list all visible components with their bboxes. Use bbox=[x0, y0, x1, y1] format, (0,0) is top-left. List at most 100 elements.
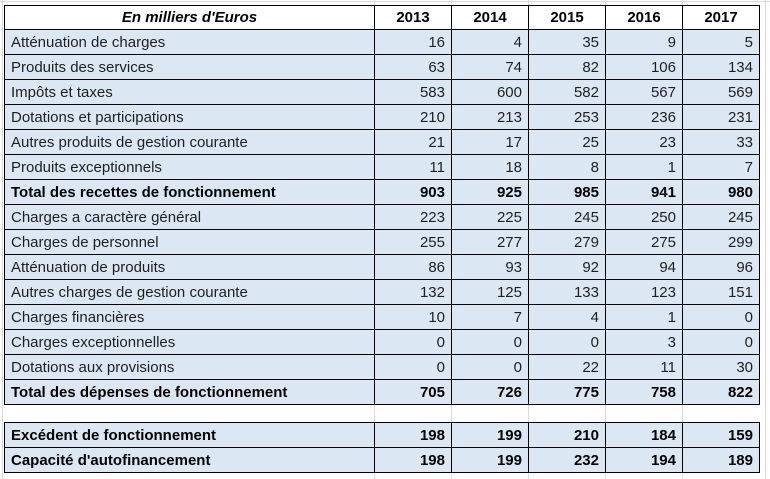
value-cell[interactable]: 132 bbox=[374, 279, 452, 305]
row-label-cell[interactable]: Autres produits de gestion courante bbox=[4, 129, 375, 155]
value-cell[interactable]: 184 bbox=[605, 422, 683, 448]
value-cell[interactable]: 198 bbox=[374, 447, 452, 473]
row-label-cell[interactable]: Atténuation de charges bbox=[4, 29, 375, 55]
value-cell[interactable]: 583 bbox=[374, 79, 452, 105]
value-cell[interactable]: 18 bbox=[451, 154, 529, 180]
value-cell[interactable]: 567 bbox=[605, 79, 683, 105]
value-cell[interactable]: 11 bbox=[605, 354, 683, 380]
value-cell[interactable]: 0 bbox=[682, 329, 760, 355]
value-cell[interactable]: 275 bbox=[605, 229, 683, 255]
value-cell[interactable]: 7 bbox=[451, 304, 529, 330]
value-cell[interactable]: 9 bbox=[605, 29, 683, 55]
row-label-cell[interactable]: Produits des services bbox=[4, 54, 375, 80]
value-cell[interactable]: 4 bbox=[528, 304, 606, 330]
value-cell[interactable]: 775 bbox=[528, 379, 606, 405]
value-cell[interactable]: 726 bbox=[451, 379, 529, 405]
year-header[interactable]: 2014 bbox=[451, 5, 529, 30]
value-cell[interactable]: 0 bbox=[451, 329, 529, 355]
value-cell[interactable]: 63 bbox=[374, 54, 452, 80]
value-cell[interactable]: 96 bbox=[682, 254, 760, 280]
value-cell[interactable]: 11 bbox=[374, 154, 452, 180]
value-cell[interactable]: 705 bbox=[374, 379, 452, 405]
value-cell[interactable]: 925 bbox=[451, 179, 529, 205]
value-cell[interactable]: 225 bbox=[451, 204, 529, 230]
value-cell[interactable]: 82 bbox=[528, 54, 606, 80]
value-cell[interactable]: 86 bbox=[374, 254, 452, 280]
value-cell[interactable]: 210 bbox=[528, 422, 606, 448]
year-header[interactable]: 2016 bbox=[605, 5, 683, 30]
value-cell[interactable]: 569 bbox=[682, 79, 760, 105]
year-header[interactable]: 2015 bbox=[528, 5, 606, 30]
value-cell[interactable]: 223 bbox=[374, 204, 452, 230]
value-cell[interactable]: 1 bbox=[605, 304, 683, 330]
value-cell[interactable]: 903 bbox=[374, 179, 452, 205]
row-label-cell[interactable]: Total des dépenses de fonctionnement bbox=[4, 379, 375, 405]
value-cell[interactable]: 232 bbox=[528, 447, 606, 473]
row-label-cell[interactable]: Dotations aux provisions bbox=[4, 354, 375, 380]
value-cell[interactable]: 159 bbox=[682, 422, 760, 448]
row-label-cell[interactable]: Excédent de fonctionnement bbox=[4, 422, 375, 448]
value-cell[interactable]: 0 bbox=[451, 354, 529, 380]
value-cell[interactable]: 35 bbox=[528, 29, 606, 55]
value-cell[interactable]: 582 bbox=[528, 79, 606, 105]
row-label-cell[interactable]: Produits exceptionnels bbox=[4, 154, 375, 180]
value-cell[interactable]: 0 bbox=[374, 329, 452, 355]
value-cell[interactable]: 213 bbox=[451, 104, 529, 130]
value-cell[interactable]: 7 bbox=[682, 154, 760, 180]
row-label-cell[interactable]: Charges exceptionnelles bbox=[4, 329, 375, 355]
value-cell[interactable]: 231 bbox=[682, 104, 760, 130]
value-cell[interactable]: 133 bbox=[528, 279, 606, 305]
year-header[interactable]: 2017 bbox=[682, 5, 760, 30]
value-cell[interactable]: 0 bbox=[374, 354, 452, 380]
value-cell[interactable]: 253 bbox=[528, 104, 606, 130]
value-cell[interactable]: 277 bbox=[451, 229, 529, 255]
row-label-cell[interactable]: Atténuation de produits bbox=[4, 254, 375, 280]
value-cell[interactable]: 980 bbox=[682, 179, 760, 205]
value-cell[interactable]: 25 bbox=[528, 129, 606, 155]
value-cell[interactable]: 33 bbox=[682, 129, 760, 155]
value-cell[interactable]: 210 bbox=[374, 104, 452, 130]
value-cell[interactable]: 21 bbox=[374, 129, 452, 155]
row-label-cell[interactable]: Total des recettes de fonctionnement bbox=[4, 179, 375, 205]
value-cell[interactable]: 123 bbox=[605, 279, 683, 305]
value-cell[interactable]: 94 bbox=[605, 254, 683, 280]
value-cell[interactable]: 189 bbox=[682, 447, 760, 473]
value-cell[interactable]: 245 bbox=[682, 204, 760, 230]
value-cell[interactable]: 600 bbox=[451, 79, 529, 105]
year-header[interactable]: 2013 bbox=[374, 5, 452, 30]
value-cell[interactable]: 16 bbox=[374, 29, 452, 55]
value-cell[interactable]: 199 bbox=[451, 447, 529, 473]
value-cell[interactable]: 93 bbox=[451, 254, 529, 280]
row-label-cell[interactable]: Charges de personnel bbox=[4, 229, 375, 255]
value-cell[interactable]: 250 bbox=[605, 204, 683, 230]
value-cell[interactable]: 3 bbox=[605, 329, 683, 355]
value-cell[interactable]: 236 bbox=[605, 104, 683, 130]
value-cell[interactable]: 74 bbox=[451, 54, 529, 80]
value-cell[interactable]: 1 bbox=[605, 154, 683, 180]
row-label-cell[interactable]: Charges a caractère général bbox=[4, 204, 375, 230]
value-cell[interactable]: 199 bbox=[451, 422, 529, 448]
value-cell[interactable]: 985 bbox=[528, 179, 606, 205]
value-cell[interactable]: 0 bbox=[528, 329, 606, 355]
row-label-cell[interactable]: Autres charges de gestion courante bbox=[4, 279, 375, 305]
value-cell[interactable]: 92 bbox=[528, 254, 606, 280]
value-cell[interactable]: 22 bbox=[528, 354, 606, 380]
value-cell[interactable]: 279 bbox=[528, 229, 606, 255]
value-cell[interactable]: 758 bbox=[605, 379, 683, 405]
value-cell[interactable]: 125 bbox=[451, 279, 529, 305]
value-cell[interactable]: 822 bbox=[682, 379, 760, 405]
value-cell[interactable]: 17 bbox=[451, 129, 529, 155]
value-cell[interactable]: 198 bbox=[374, 422, 452, 448]
value-cell[interactable]: 0 bbox=[682, 304, 760, 330]
row-label-cell[interactable]: Capacité d'autofinancement bbox=[4, 447, 375, 473]
value-cell[interactable]: 30 bbox=[682, 354, 760, 380]
value-cell[interactable]: 5 bbox=[682, 29, 760, 55]
value-cell[interactable]: 299 bbox=[682, 229, 760, 255]
row-label-cell[interactable]: Dotations et participations bbox=[4, 104, 375, 130]
value-cell[interactable]: 941 bbox=[605, 179, 683, 205]
value-cell[interactable]: 255 bbox=[374, 229, 452, 255]
value-cell[interactable]: 4 bbox=[451, 29, 529, 55]
value-cell[interactable]: 194 bbox=[605, 447, 683, 473]
value-cell[interactable]: 245 bbox=[528, 204, 606, 230]
value-cell[interactable]: 106 bbox=[605, 54, 683, 80]
